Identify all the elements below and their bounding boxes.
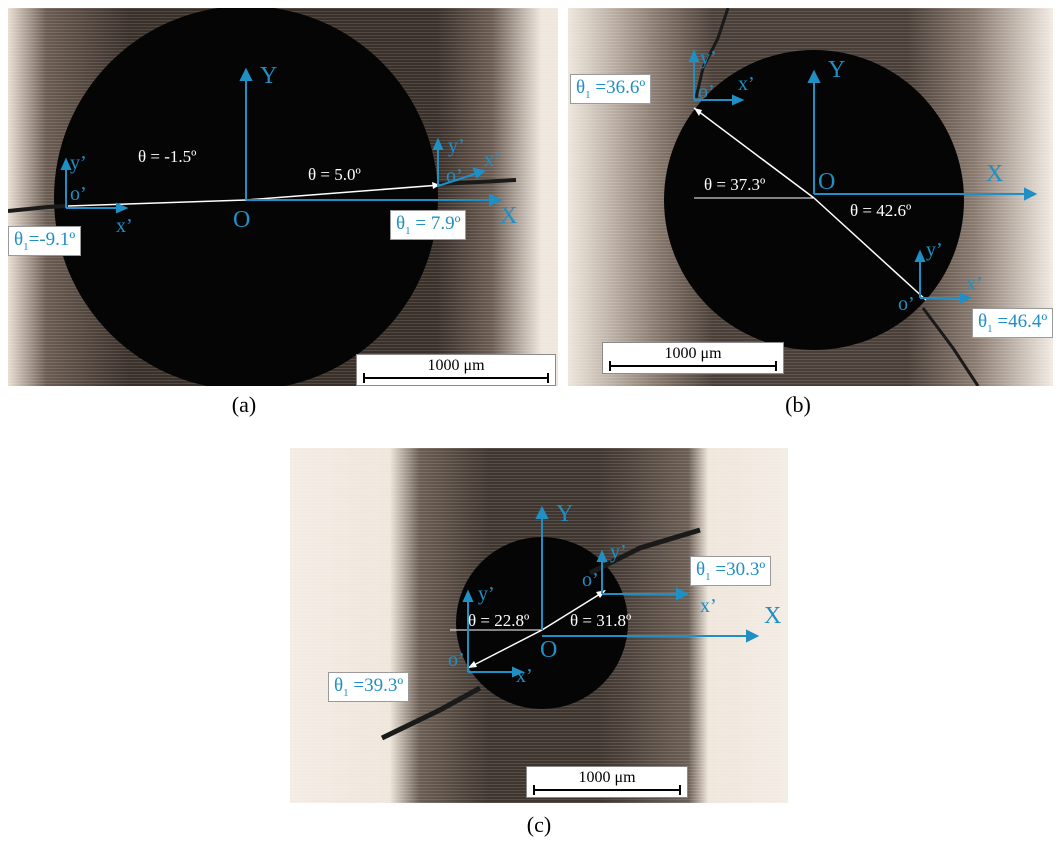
local-o-label-c-right: o’	[582, 569, 599, 591]
axis-y-label-b: Y	[828, 57, 846, 83]
local-y-label-a-right: y’	[448, 135, 465, 157]
origin-label-c: O	[540, 637, 558, 663]
theta-label-c-right: θ = 31.8º	[570, 611, 632, 630]
local-y-label-b-top: y’	[700, 47, 717, 69]
scale-bar-c: 1000 μm	[526, 766, 688, 798]
scale-bar-a: 1000 μm	[356, 354, 556, 386]
theta-label-a-left: θ = -1.5º	[138, 147, 197, 166]
local-x-label-c-left: x’	[516, 665, 533, 687]
axis-x-label-c: X	[764, 603, 782, 629]
micrograph-a	[8, 8, 558, 386]
local-o-label-c-left: o’	[448, 649, 465, 671]
axis-y-label-a: Y	[260, 63, 278, 89]
axis-y-label-c: Y	[556, 501, 574, 527]
local-x-label-b-bottom: x’	[966, 273, 983, 295]
crack-b	[694, 8, 980, 386]
caption-a: (a)	[231, 392, 257, 417]
theta1-box-c-left: θ1 =39.3º	[328, 672, 410, 703]
axis-x-label-b: X	[986, 161, 1004, 187]
theta1-box-a-right: θ1 = 7.9º	[390, 210, 467, 241]
local-o-label-a-right: o’	[446, 165, 463, 187]
micrograph-c	[290, 448, 788, 803]
theta1-box-c-right: θ1 =30.3º	[690, 556, 772, 587]
local-x-label-a-right: x’	[484, 149, 501, 171]
crack-a	[8, 178, 517, 213]
theta1-box-b-bottom: θ1 =46.4º	[972, 308, 1053, 339]
local-x-label-c-right: x’	[700, 595, 717, 617]
local-y-label-c-right: y’	[610, 541, 627, 563]
panel-a: Y X O y’ o’ x’ y’ o’ x’ θ = -1.5º θ = 5.…	[8, 8, 558, 386]
local-o-label-b-bottom: o’	[898, 293, 915, 315]
caption-c: (c)	[526, 812, 552, 837]
caption-b: (b)	[785, 392, 811, 417]
theta1-box-a-left: θ1=-9.1º	[8, 226, 82, 257]
hole-b	[664, 50, 964, 350]
scale-bar-b: 1000 μm	[602, 342, 784, 374]
theta1-box-b-top: θ1 =36.6º	[570, 74, 652, 105]
theta-label-b-right: θ = 42.6º	[850, 201, 912, 220]
origin-label-b: O	[818, 169, 836, 195]
panel-b: Y X O y’ o’ x’ y’ o’ x’ θ = 37.3º θ = 42…	[568, 8, 1053, 386]
theta-label-a-right: θ = 5.0º	[308, 165, 361, 184]
theta-label-c-left: θ = 22.8º	[468, 611, 530, 630]
theta-label-b-left: θ = 37.3º	[704, 175, 766, 194]
local-x-label-a-left: x’	[116, 215, 133, 237]
origin-label-a: O	[233, 207, 251, 233]
local-y-label-c-left: y’	[478, 583, 495, 605]
panel-c: Y X O y’ o’ x’ y’ o’ x’ θ = 22.8º θ = 31…	[290, 448, 788, 803]
local-y-label-b-bottom: y’	[926, 239, 943, 261]
crack-c	[380, 527, 701, 741]
local-o-label-a-left: o’	[70, 183, 87, 205]
local-o-label-b-top: o’	[698, 81, 715, 103]
local-x-label-b-top: x’	[738, 73, 755, 95]
axis-x-label-a: X	[500, 203, 518, 229]
local-y-label-a-left: y’	[70, 152, 87, 174]
